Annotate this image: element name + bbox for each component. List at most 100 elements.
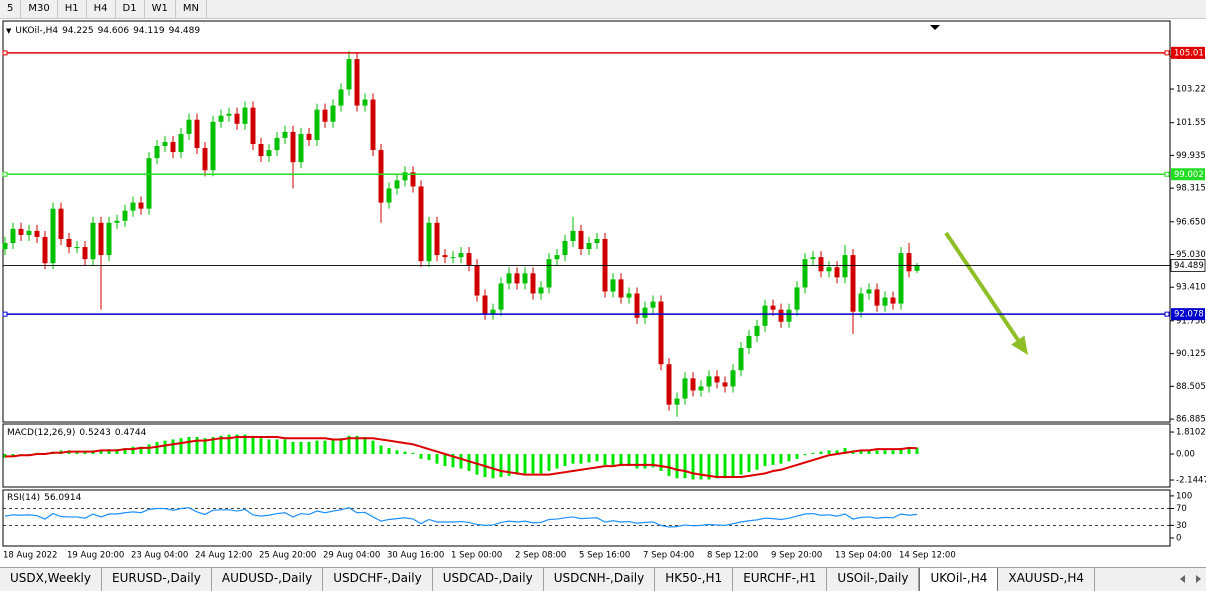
- macd-bar: [731, 453, 735, 478]
- macd-bar: [331, 439, 335, 454]
- chart: 104.840103.220101.55599.93598.31596.6509…: [2, 20, 1206, 561]
- macd-bar: [299, 441, 303, 454]
- y-tick-label: 95.030: [1176, 250, 1206, 260]
- macd-bar: [403, 451, 407, 454]
- collapse-icon[interactable]: ▼: [6, 27, 12, 35]
- y-tick-label: 30: [1176, 521, 1187, 531]
- candle-body: [698, 386, 704, 391]
- macd-bar: [507, 453, 511, 476]
- symbol-tab[interactable]: USOil-,Daily: [827, 568, 920, 591]
- macd-bar: [891, 450, 895, 454]
- candle-body: [130, 202, 136, 211]
- candle-body: [506, 273, 512, 284]
- candle-body: [906, 253, 912, 272]
- macd-bar: [835, 450, 839, 454]
- candle-body: [234, 113, 240, 124]
- symbol-tab[interactable]: UKOil-,H4: [919, 568, 999, 591]
- macd-bar: [395, 450, 399, 454]
- timeframe-button[interactable]: H1: [58, 0, 87, 18]
- timeframe-button[interactable]: M30: [21, 0, 58, 18]
- candle-body: [266, 150, 272, 157]
- scroll-left[interactable]: [1180, 575, 1185, 583]
- candle-body: [690, 378, 696, 391]
- x-tick-label: 14 Sep 12:00: [899, 551, 956, 561]
- macd-bar: [867, 450, 871, 454]
- candle-body: [274, 137, 280, 151]
- candle-body: [874, 289, 880, 306]
- macd-bar: [723, 453, 727, 479]
- candle-body: [714, 376, 720, 383]
- symbol-tab[interactable]: USDCHF-,Daily: [323, 568, 433, 591]
- candle-body: [42, 236, 48, 264]
- tab-scroll[interactable]: [1176, 572, 1206, 586]
- main-header: ▼ UKOil-,H4 94.225 94.606 94.119 94.489: [6, 26, 204, 36]
- y-tick-label: 99.935: [1176, 151, 1206, 161]
- candle-body: [210, 121, 216, 171]
- symbol-tab[interactable]: AUDUSD-,Daily: [212, 568, 324, 591]
- symbol-tab[interactable]: EURUSD-,Daily: [102, 568, 212, 591]
- timeframe-button[interactable]: W1: [145, 0, 176, 18]
- x-tick-label: 24 Aug 12:00: [195, 551, 252, 561]
- candle-body: [866, 289, 872, 294]
- macd-bar: [203, 438, 207, 454]
- x-tick-label: 18 Aug 2022: [3, 551, 57, 561]
- timeframe-button[interactable]: H4: [87, 0, 116, 18]
- candle-body: [74, 247, 80, 249]
- macd-bar: [83, 451, 87, 454]
- timeframe-button[interactable]: MN: [176, 0, 207, 18]
- symbol-tab[interactable]: USDCNH-,Daily: [544, 568, 656, 591]
- level-handle: [1164, 171, 1170, 177]
- scroll-right[interactable]: [1196, 575, 1201, 583]
- macd-bar: [883, 450, 887, 454]
- macd-bar: [571, 453, 575, 464]
- candle-body: [410, 172, 416, 187]
- candle-body: [530, 273, 536, 294]
- candle-body: [434, 222, 440, 256]
- candle-body: [482, 295, 488, 314]
- macd-value: 0.5243: [79, 428, 111, 438]
- candle-body: [722, 382, 728, 387]
- candle-body: [658, 301, 664, 365]
- candle-body: [442, 255, 448, 258]
- y-tick-label: 98.315: [1176, 184, 1206, 194]
- symbol-tab[interactable]: HK50-,H1: [655, 568, 734, 591]
- macd-bar: [859, 450, 863, 454]
- macd-bar: [459, 453, 463, 469]
- candle-body: [178, 133, 184, 153]
- level-label: 92.078: [1174, 310, 1204, 320]
- macd-bar: [907, 447, 911, 454]
- symbol-tab[interactable]: USDX,Weekly: [0, 568, 102, 591]
- candle-body: [314, 109, 320, 140]
- macd-bar: [419, 453, 423, 459]
- arrow: [944, 231, 1020, 342]
- candle-body: [746, 335, 752, 349]
- macd-bar: [115, 449, 119, 454]
- candle-body: [226, 113, 232, 116]
- macd-bar: [211, 437, 215, 454]
- macd-bar: [147, 444, 151, 454]
- timeframe-button[interactable]: 5: [0, 0, 22, 18]
- macd-bar: [155, 441, 159, 454]
- level-handle: [2, 171, 8, 177]
- candle-body: [426, 222, 432, 262]
- macd-bar: [819, 451, 823, 454]
- candle-body: [338, 89, 344, 106]
- candle-body: [82, 247, 88, 260]
- candle-body: [418, 186, 424, 262]
- macd-bar: [275, 439, 279, 454]
- macd-bar: [235, 434, 239, 454]
- x-tick-label: 29 Aug 04:00: [323, 551, 380, 561]
- candle-body: [914, 265, 920, 271]
- symbol-tab[interactable]: XAUUSD-,H4: [998, 568, 1096, 591]
- symbol-tab[interactable]: EURCHF-,H1: [733, 568, 828, 591]
- macd-bar: [827, 450, 831, 454]
- macd-bar: [323, 440, 327, 454]
- macd-bar: [435, 453, 439, 464]
- candle-body: [474, 265, 480, 296]
- macd-bar: [683, 453, 687, 479]
- candle-body: [242, 107, 248, 124]
- macd-bar: [547, 453, 551, 471]
- candle-body: [322, 109, 328, 122]
- symbol-tab[interactable]: USDCAD-,Daily: [433, 568, 544, 591]
- timeframe-button[interactable]: D1: [116, 0, 145, 18]
